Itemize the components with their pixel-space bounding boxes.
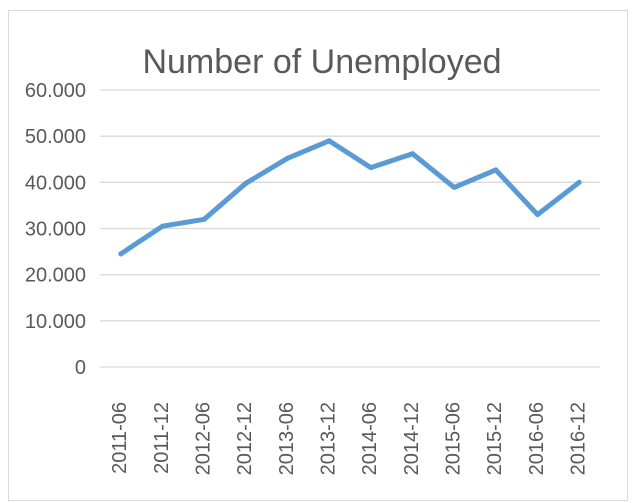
x-tick-label: 2016-06 [526, 402, 548, 475]
data-point [410, 151, 415, 157]
series-line [118, 138, 582, 257]
series-layer [118, 138, 582, 257]
x-tick-label: 2011-12 [151, 402, 173, 474]
x-tick-label: 2012-06 [192, 402, 214, 475]
y-tick-label: 40.000 [25, 172, 86, 194]
data-point [118, 251, 124, 257]
x-tick-label: 2011-06 [109, 402, 131, 474]
data-point [535, 212, 540, 218]
data-point [451, 184, 457, 190]
x-axis-ticks: 2011-06 2011-12 2012-06 2012-12 2013-06 2013-… [109, 402, 589, 475]
data-point [576, 179, 582, 185]
chart-title: Number of Unemployed [142, 43, 501, 81]
x-tick-label: 2014-12 [401, 402, 423, 475]
data-point [326, 138, 332, 144]
y-tick-label: 20.000 [25, 265, 86, 287]
x-tick-label: 2016-12 [567, 402, 589, 475]
y-tick-label: 10.000 [25, 311, 86, 333]
data-point [201, 216, 207, 222]
data-point [160, 223, 165, 229]
x-tick-label: 2015-12 [484, 402, 506, 475]
y-tick-label: 30.000 [25, 219, 86, 241]
y-tick-label: 0 [75, 357, 86, 379]
data-point [368, 165, 374, 171]
data-point [243, 180, 249, 186]
y-tick-label: 60.000 [25, 80, 86, 102]
x-tick-label: 2012-12 [234, 402, 256, 475]
gridlines [100, 89, 600, 368]
data-point [285, 155, 290, 161]
x-tick-label: 2013-12 [317, 402, 339, 475]
data-point [493, 167, 499, 173]
y-tick-label: 50.000 [25, 126, 86, 148]
chart-frame [8, 10, 628, 501]
x-tick-label: 2015-06 [442, 402, 464, 475]
x-tick-label: 2013-06 [276, 402, 298, 475]
y-axis-ticks: 0 10.000 20.000 30.000 40.000 50.000 60.000 [25, 80, 86, 379]
x-tick-label: 2014-06 [359, 402, 381, 475]
